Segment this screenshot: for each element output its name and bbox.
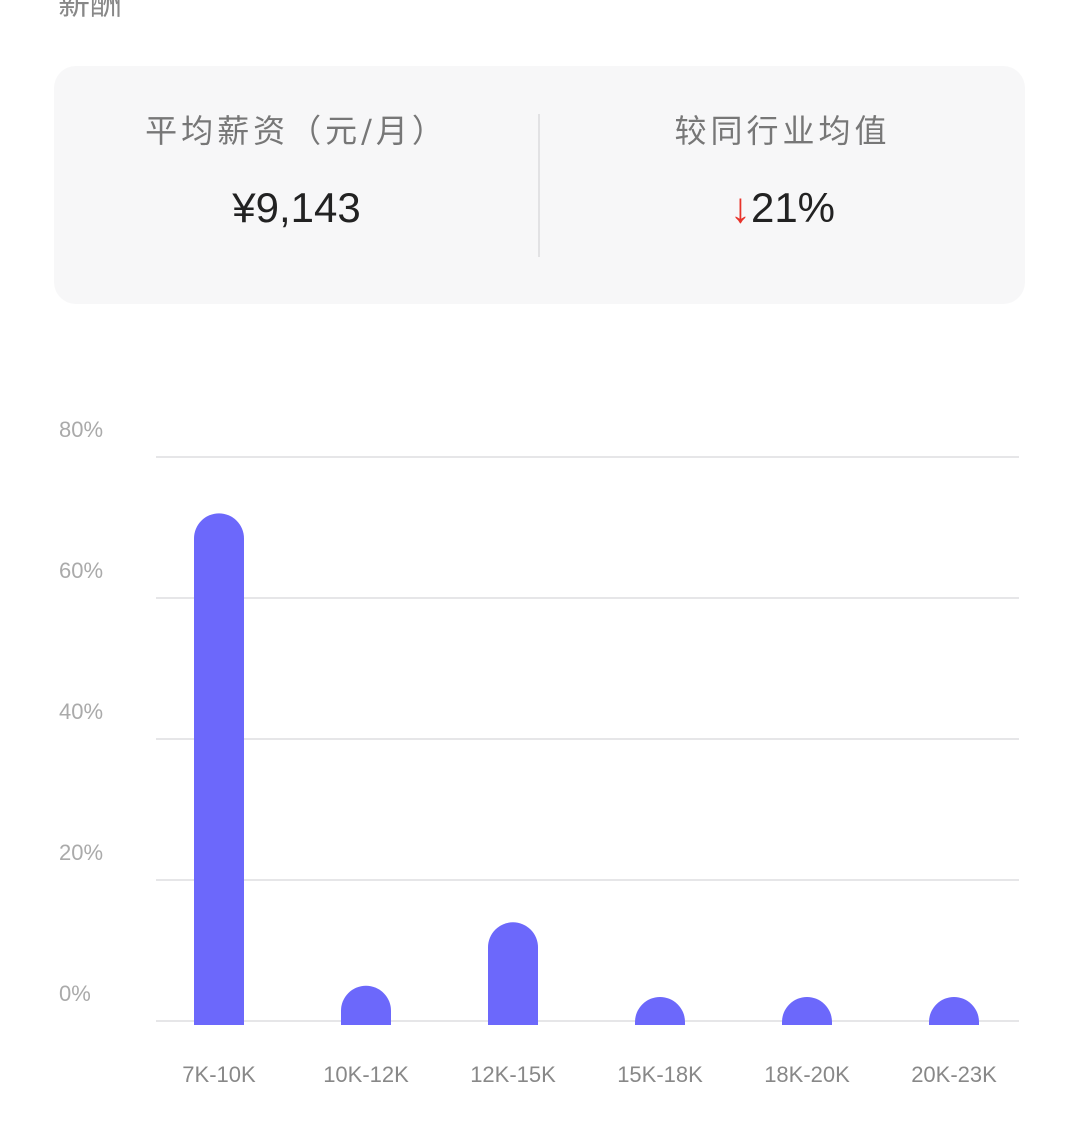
arrow-down-icon: ↓ — [729, 184, 751, 231]
x-tick-label: 18K-20K — [764, 1062, 850, 1087]
x-tick-label: 10K-12K — [323, 1062, 409, 1087]
y-tick-label: 60% — [59, 558, 103, 583]
divider — [538, 114, 540, 257]
bar-15K-18K — [635, 997, 685, 1025]
compare-value: 21% — [750, 184, 836, 231]
avg-salary-block: 平均薪资（元/月） ¥9,143 — [54, 66, 539, 304]
x-tick-label: 12K-15K — [470, 1062, 556, 1087]
bar-18K-20K — [782, 997, 832, 1025]
compare-value-wrap: ↓21% — [540, 184, 1025, 232]
section-title: 薪酬 — [58, 0, 123, 22]
y-tick-label: 20% — [59, 840, 103, 865]
avg-salary-value: ¥9,143 — [232, 184, 361, 231]
bar-7K-10K — [194, 513, 244, 1025]
y-tick-label: 80% — [59, 417, 103, 442]
salary-distribution-chart: 0% 20% 40% 60% 80% 7K-10K 10K-12K 12K-15K 15K-18… — [59, 417, 1019, 1087]
bar-10K-12K — [341, 985, 391, 1025]
salary-summary-card: 平均薪资（元/月） ¥9,143 较同行业均值 ↓21% — [54, 66, 1025, 304]
x-tick-label: 15K-18K — [617, 1062, 703, 1087]
compare-label: 较同行业均值 — [674, 112, 891, 150]
bar-20K-23K — [929, 997, 979, 1025]
x-tick-label: 7K-10K — [182, 1062, 256, 1087]
x-tick-label: 20K-23K — [911, 1062, 997, 1087]
bar-12K-15K — [488, 922, 538, 1025]
avg-salary-label: 平均薪资（元/月） — [145, 112, 448, 150]
compare-block: 较同行业均值 ↓21% — [540, 66, 1025, 304]
y-tick-label: 0% — [59, 981, 91, 1006]
y-tick-label: 40% — [59, 699, 103, 724]
